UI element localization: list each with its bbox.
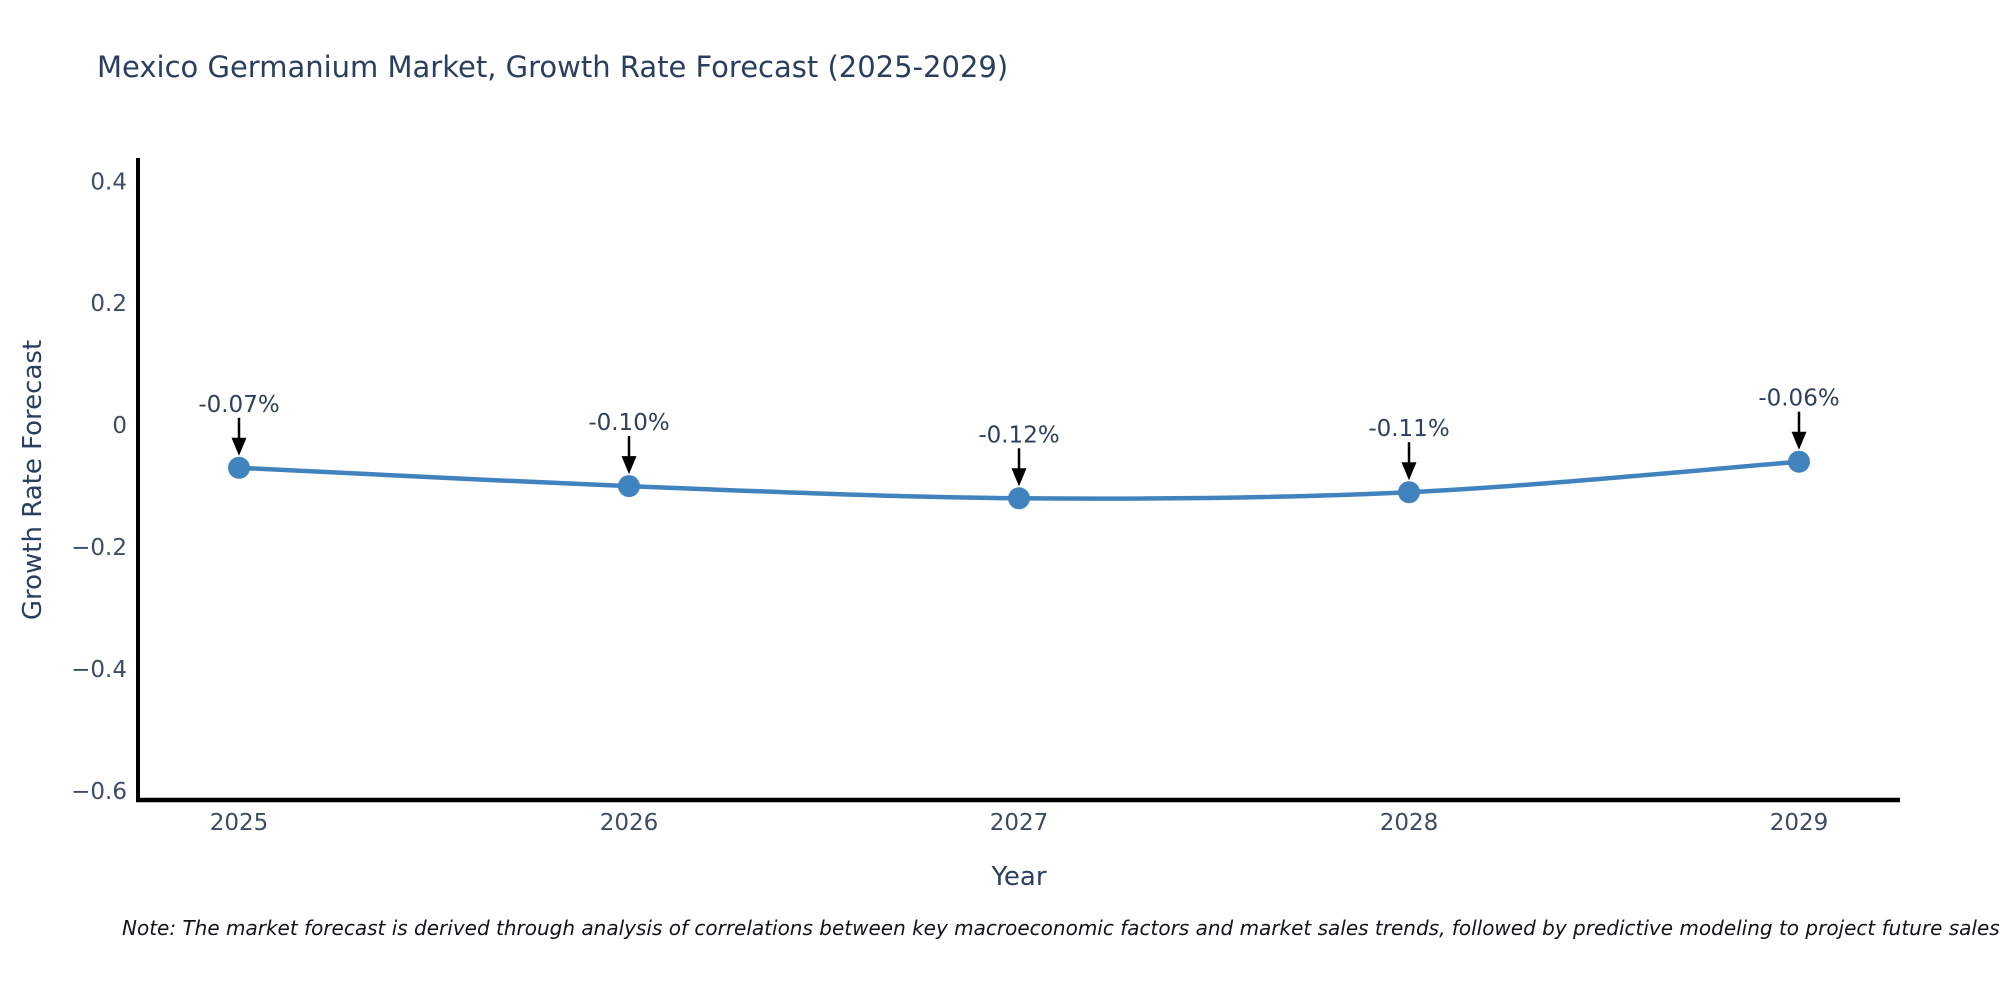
data-point-marker-2029[interactable] bbox=[1788, 450, 1810, 473]
chart-title: Mexico Germanium Market, Growth Rate For… bbox=[97, 50, 1009, 84]
data-point-marker-2026[interactable] bbox=[618, 475, 640, 498]
y-tick-label: −0.4 bbox=[71, 657, 127, 683]
data-point-label: -0.07% bbox=[198, 392, 279, 418]
x-tick-label: 2026 bbox=[600, 810, 659, 836]
x-tick-label: 2029 bbox=[1770, 810, 1829, 836]
y-tick-label: 0.4 bbox=[90, 169, 127, 195]
annotation-arrow-head bbox=[231, 437, 247, 456]
x-tick-label: 2028 bbox=[1380, 810, 1439, 836]
y-tick-label: −0.6 bbox=[71, 779, 127, 805]
data-point-marker-2027[interactable] bbox=[1008, 487, 1030, 510]
annotation-arrow-head bbox=[1401, 462, 1417, 481]
annotation-arrow-head bbox=[621, 456, 637, 475]
y-tick-label: −0.2 bbox=[71, 535, 127, 561]
footnote: Note: The market forecast is derived thr… bbox=[122, 916, 2000, 940]
data-point-label: -0.11% bbox=[1368, 416, 1449, 442]
annotation-arrow-head bbox=[1791, 431, 1807, 450]
data-point-label: -0.12% bbox=[978, 422, 1059, 448]
x-tick-label: 2027 bbox=[990, 810, 1049, 836]
x-tick-label: 2025 bbox=[210, 810, 269, 836]
data-point-marker-2025[interactable] bbox=[228, 456, 250, 479]
y-tick-label: 0.2 bbox=[90, 291, 127, 317]
x-axis-title: Year bbox=[991, 862, 1047, 892]
data-point-marker-2028[interactable] bbox=[1398, 481, 1420, 504]
data-point-label: -0.06% bbox=[1758, 386, 1839, 412]
annotation-arrow-head bbox=[1011, 468, 1027, 487]
data-point-label: -0.10% bbox=[588, 410, 669, 436]
y-tick-label: 0 bbox=[112, 413, 127, 439]
